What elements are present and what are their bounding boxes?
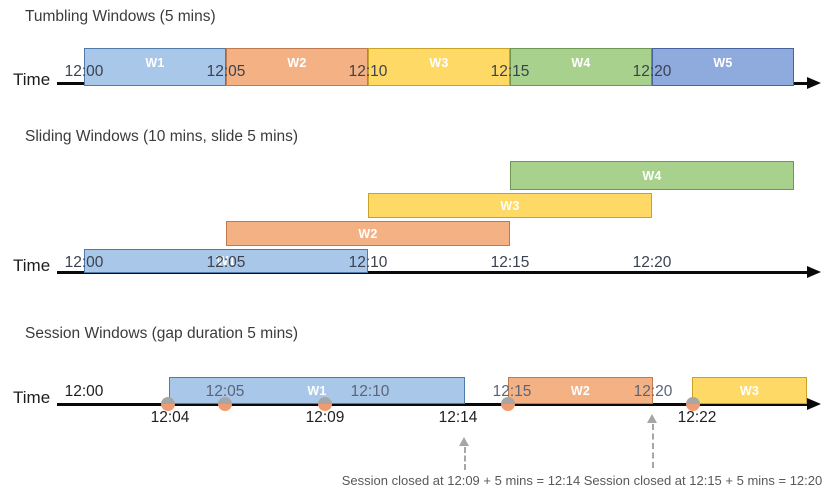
tick-label: 12:05	[206, 63, 246, 80]
window-label: W4	[571, 56, 591, 70]
window-label: W1	[216, 254, 236, 268]
event-dot	[501, 397, 515, 411]
right-arrowhead-icon	[807, 77, 821, 89]
time-axis	[57, 271, 808, 274]
window-label: W1	[145, 56, 165, 70]
tick-label: 12:00	[64, 63, 104, 80]
tick-label: 12:20	[633, 383, 673, 400]
tick-label: 12:20	[632, 63, 672, 80]
event-time-label: 12:22	[677, 409, 717, 426]
window-w2: W2	[226, 48, 368, 86]
up-arrowhead-icon	[647, 414, 657, 423]
tick-label: 12:00	[64, 254, 104, 271]
tick-label: 12:20	[632, 254, 672, 271]
annotation-arrow-stem	[464, 447, 466, 470]
event-dot	[218, 397, 232, 411]
window-w4: W4	[510, 161, 794, 190]
time-axis	[57, 403, 808, 406]
event-dot	[161, 397, 175, 411]
event-dot	[686, 397, 700, 411]
up-arrowhead-icon	[459, 437, 469, 446]
time-axis-label: Time	[13, 70, 51, 89]
time-axis-label: Time	[13, 388, 51, 407]
tick-label: 12:15	[492, 383, 532, 400]
window-w1: W1	[84, 249, 368, 273]
window-w4: W4	[510, 48, 652, 86]
window-label: W3	[429, 56, 449, 70]
tick-label: 12:10	[350, 383, 390, 400]
tick-label: 12:05	[205, 383, 245, 400]
session-title: Session Windows (gap duration 5 mins)	[25, 325, 299, 342]
event-dot	[318, 397, 332, 411]
window-label: W5	[713, 56, 733, 70]
window-label: W2	[358, 226, 378, 241]
right-arrowhead-icon	[807, 266, 821, 278]
tick-label: 12:10	[348, 63, 388, 80]
time-axis-label: Time	[13, 256, 51, 275]
right-arrowhead-icon	[807, 398, 821, 410]
window-label: W2	[570, 383, 591, 398]
tick-label: 12:10	[348, 254, 388, 271]
window-label: W3	[500, 198, 520, 213]
annotation-text: Session closed at 12:15 + 5 mins = 12:20	[583, 473, 823, 488]
window-w3: W3	[692, 377, 807, 404]
event-time-label: 12:04	[150, 409, 190, 426]
annotation-text: Session closed at 12:09 + 5 mins = 12:14	[341, 473, 581, 488]
sliding-title: Sliding Windows (10 mins, slide 5 mins)	[25, 128, 299, 145]
window-w2: W2	[508, 377, 653, 404]
tick-label: 12:15	[490, 254, 530, 271]
window-label: W3	[739, 383, 760, 398]
window-w3: W3	[368, 193, 652, 218]
tick-label: 12:15	[490, 63, 530, 80]
window-label: W2	[287, 56, 307, 70]
window-w3: W3	[368, 48, 510, 86]
tick-label: 12:05	[206, 254, 246, 271]
event-time-label: 12:09	[305, 409, 345, 426]
tick-label: 12:00	[64, 383, 104, 400]
window-w2: W2	[226, 221, 510, 246]
window-w1: W1	[84, 48, 226, 86]
tumbling-title: Tumbling Windows (5 mins)	[25, 8, 216, 25]
annotation-arrow-stem	[652, 424, 654, 468]
event-time-label: 12:14	[438, 409, 478, 426]
window-label: W4	[642, 168, 662, 183]
window-label: W1	[307, 383, 327, 398]
window-w5: W5	[652, 48, 794, 86]
